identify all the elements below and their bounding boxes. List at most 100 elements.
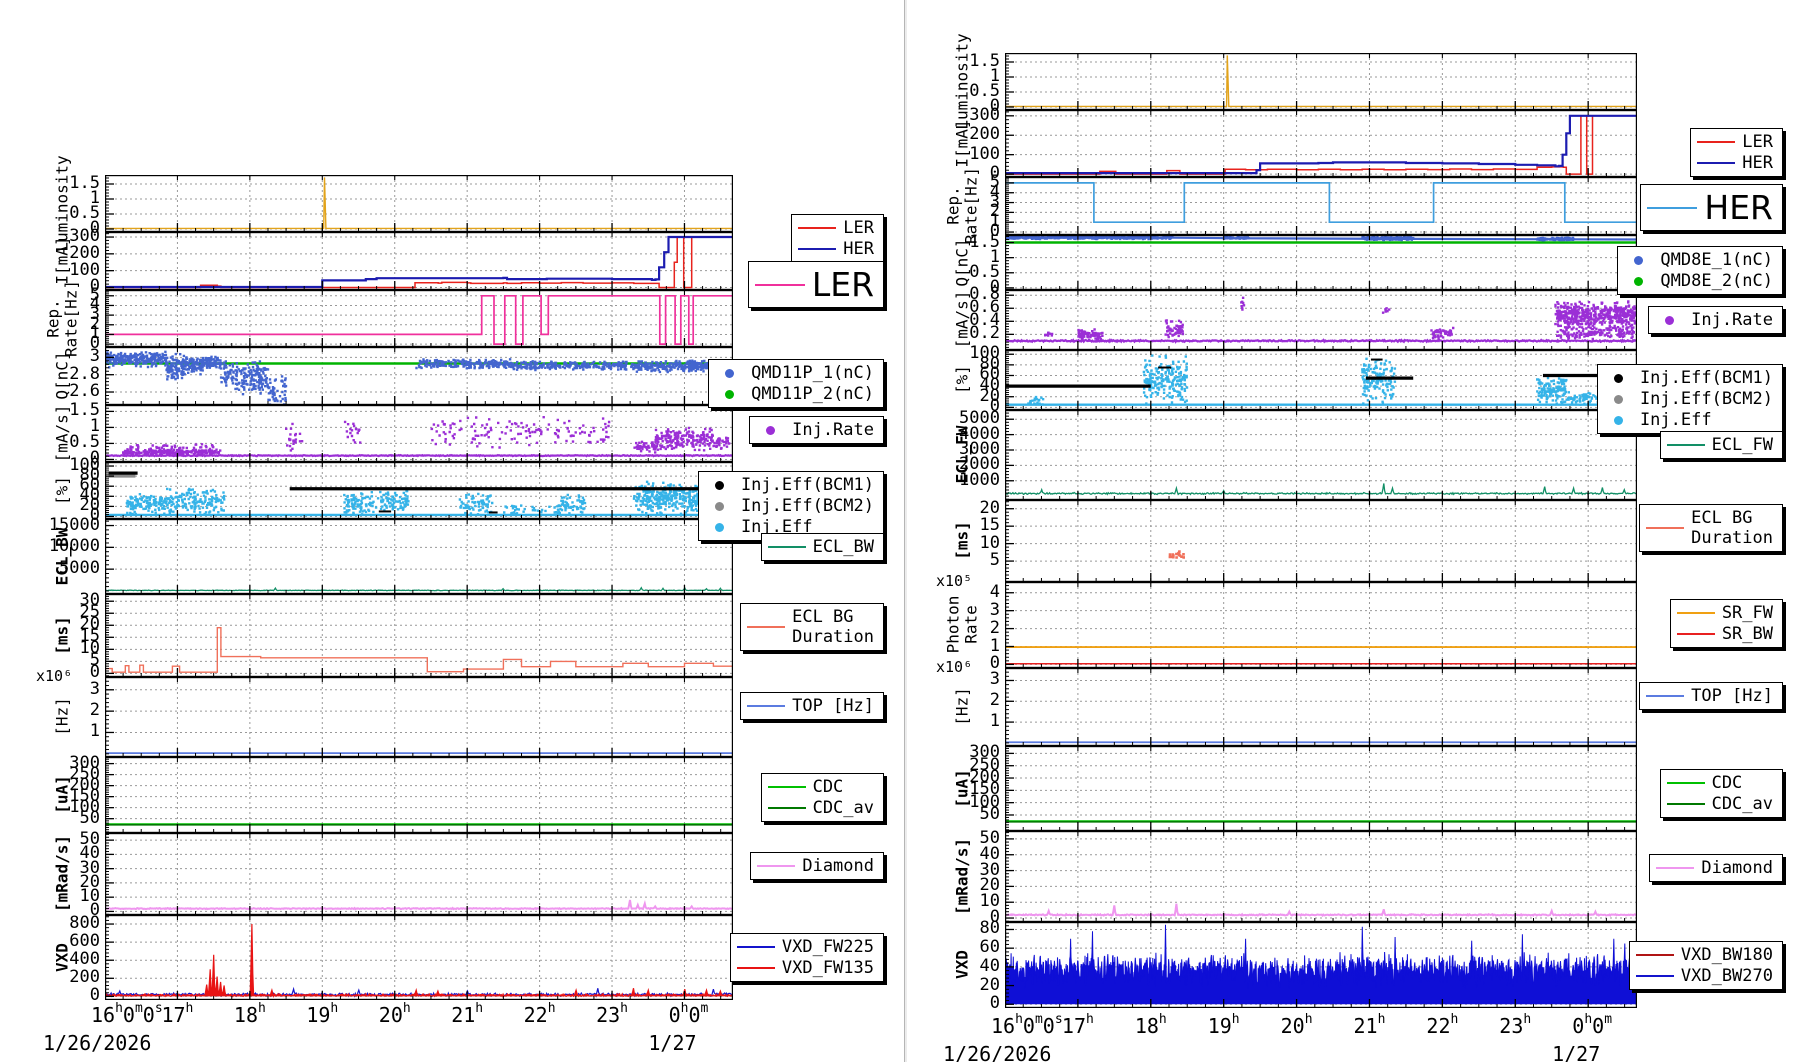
subplot-rep-rate-canvas <box>105 290 733 347</box>
legend-row: QMD8E_1(nC) <box>1624 250 1773 270</box>
y-tick-label: 5 <box>989 550 1000 571</box>
legend-label: CDC_av <box>1711 794 1773 814</box>
legend-line-icon <box>754 283 805 286</box>
legend-label: VXD_FW225 <box>781 937 874 957</box>
subplot-diamond-canvas <box>105 833 733 915</box>
y-tick-label: 0.4 <box>969 310 1000 331</box>
legend-label: LER <box>1742 132 1773 152</box>
legend-label: CDC_av <box>812 798 874 818</box>
y-tick-label: 2 <box>89 700 100 721</box>
y-tick-label: 200 <box>69 242 100 263</box>
legend-row: HER <box>1647 188 1773 227</box>
y-tick-label: 250 <box>69 763 100 784</box>
legend-dot-icon <box>714 522 724 532</box>
x-tick-label: 16h0m0s <box>91 1001 163 1027</box>
y-tick-label: 0 <box>89 900 100 921</box>
y-tick-label: 0 <box>89 505 100 526</box>
legend-label: Diamond <box>802 856 874 876</box>
y-tick-label: 1000 <box>959 469 1000 490</box>
legend-line-icon <box>736 967 775 969</box>
legend-diamond: Diamond <box>750 852 884 880</box>
x-tick-label: 20h <box>378 1001 411 1027</box>
subplot-ecl-bg-duration-canvas <box>105 594 733 677</box>
legend-row: LER <box>754 265 874 304</box>
legend-inj-eff: Inj.Eff(BCM1) Inj.Eff(BCM2) Inj.Eff <box>1596 364 1783 434</box>
y-tick-label: 5 <box>89 650 100 671</box>
legend-row: Inj.Eff <box>705 517 874 537</box>
legend-line-icon <box>1646 527 1685 529</box>
legend-top-hz: TOP [Hz] <box>1639 682 1783 710</box>
y-tick-label: 300 <box>969 742 1000 763</box>
y-tick-label: 80 <box>979 353 1000 374</box>
legend-row: Inj.Eff <box>1604 410 1773 430</box>
x-tick-label: 18h <box>233 1001 266 1027</box>
legend-label: HER <box>1742 153 1773 173</box>
legend-row: VXD_BW180 <box>1635 945 1773 965</box>
subplot-diamond-canvas <box>1005 831 1637 922</box>
legend-vxd-bw: VXD_BW180 VXD_BW270 <box>1628 941 1783 990</box>
legend-label: ECL BG Duration <box>1691 508 1773 548</box>
y-tick-label: 0 <box>989 276 1000 297</box>
legend-line-icon <box>747 705 786 707</box>
y-tick-label: 40 <box>979 955 1000 976</box>
y-tick-label: 1.5 <box>969 51 1000 71</box>
legend-row: ECL BG Duration <box>1646 508 1773 548</box>
y-tick-label: 300 <box>969 104 1000 125</box>
y-tick-label: 2000 <box>959 454 1000 475</box>
subplot-ecl-bw-canvas <box>105 519 733 594</box>
date-end-label: 1/27 <box>1552 1042 1601 1062</box>
legend-label: HER <box>1704 188 1773 227</box>
x-tick-label: 18h <box>1134 1012 1167 1038</box>
y-tick-label: 20 <box>979 385 1000 406</box>
legend-label: TOP [Hz] <box>792 696 874 716</box>
y-tick-label: 0 <box>989 96 1000 116</box>
legend-cdc: CDC CDC_av <box>1659 769 1783 818</box>
legend-dot-icon <box>1613 394 1623 404</box>
x-tick-label: 19h <box>306 1001 339 1027</box>
y-tick-label: 40 <box>979 843 1000 864</box>
legend-row: Diamond <box>1656 858 1773 878</box>
legend-line-icon <box>1697 162 1736 164</box>
legend-row: HER <box>798 239 874 259</box>
y-tick-label: 60 <box>79 475 100 496</box>
legend-label: HER <box>843 239 874 259</box>
x-tick-label: 0h0m <box>1572 1012 1613 1038</box>
y-tick-label: 0 <box>89 218 100 238</box>
legend-row: CDC <box>767 777 874 797</box>
subplot-current-canvas <box>105 232 733 290</box>
legend-label: LER <box>843 218 874 238</box>
y-tick-label: 400 <box>69 949 100 970</box>
y-tick-label: 0.8 <box>969 284 1000 305</box>
y-tick-label: 3 <box>989 599 1000 620</box>
y-tick-label: 0.5 <box>969 261 1000 282</box>
right-monitor-panel: 0 0.5 1 1.5 Luminosity 0 100 200 300 I[mA] 0 1 2 3 4 5 R… <box>905 0 1806 1062</box>
y-tick-label: 1 <box>989 66 1000 86</box>
legend-diamond: Diamond <box>1649 854 1783 882</box>
y-tick-label: 300 <box>69 752 100 773</box>
legend-ecl-bg: ECL BG Duration <box>1639 504 1783 552</box>
legend-row: Inj.Eff(BCM1) <box>1604 368 1773 388</box>
y-tick-label: 3 <box>989 669 1000 690</box>
legend-inj-eff: Inj.Eff(BCM1) Inj.Eff(BCM2) Inj.Eff <box>697 471 884 541</box>
legend-line-icon <box>1666 803 1705 805</box>
legend-row: CDC_av <box>1666 794 1773 814</box>
legend-line-icon <box>1666 444 1705 446</box>
legend-label: CDC <box>1711 773 1743 793</box>
y-tick-label: 4 <box>989 181 1000 202</box>
y-tick-label: 1 <box>989 635 1000 656</box>
y-tick-label: 2.6 <box>69 381 100 401</box>
y-tick-label: 1.5 <box>69 400 100 421</box>
subplot-photon-rate-canvas <box>1005 582 1637 668</box>
y-tick-label: 200 <box>69 967 100 988</box>
legend-top-hz: TOP [Hz] <box>740 692 884 720</box>
y-tick-label: 0.6 <box>969 297 1000 318</box>
y-tick-label: 4 <box>89 294 100 315</box>
y-tick-label: 0 <box>89 662 100 683</box>
y-tick-label: 1 <box>989 711 1000 732</box>
subplot-ecl-bg-duration-canvas <box>1005 500 1637 582</box>
y-tick-label: 20 <box>79 495 100 516</box>
y-tick-label: 60 <box>979 937 1000 958</box>
legend-row: LER <box>1697 132 1773 152</box>
legend-label: SR_BW <box>1721 624 1773 644</box>
legend-qmd8e: QMD8E_1(nC) QMD8E_2(nC) <box>1617 246 1783 295</box>
